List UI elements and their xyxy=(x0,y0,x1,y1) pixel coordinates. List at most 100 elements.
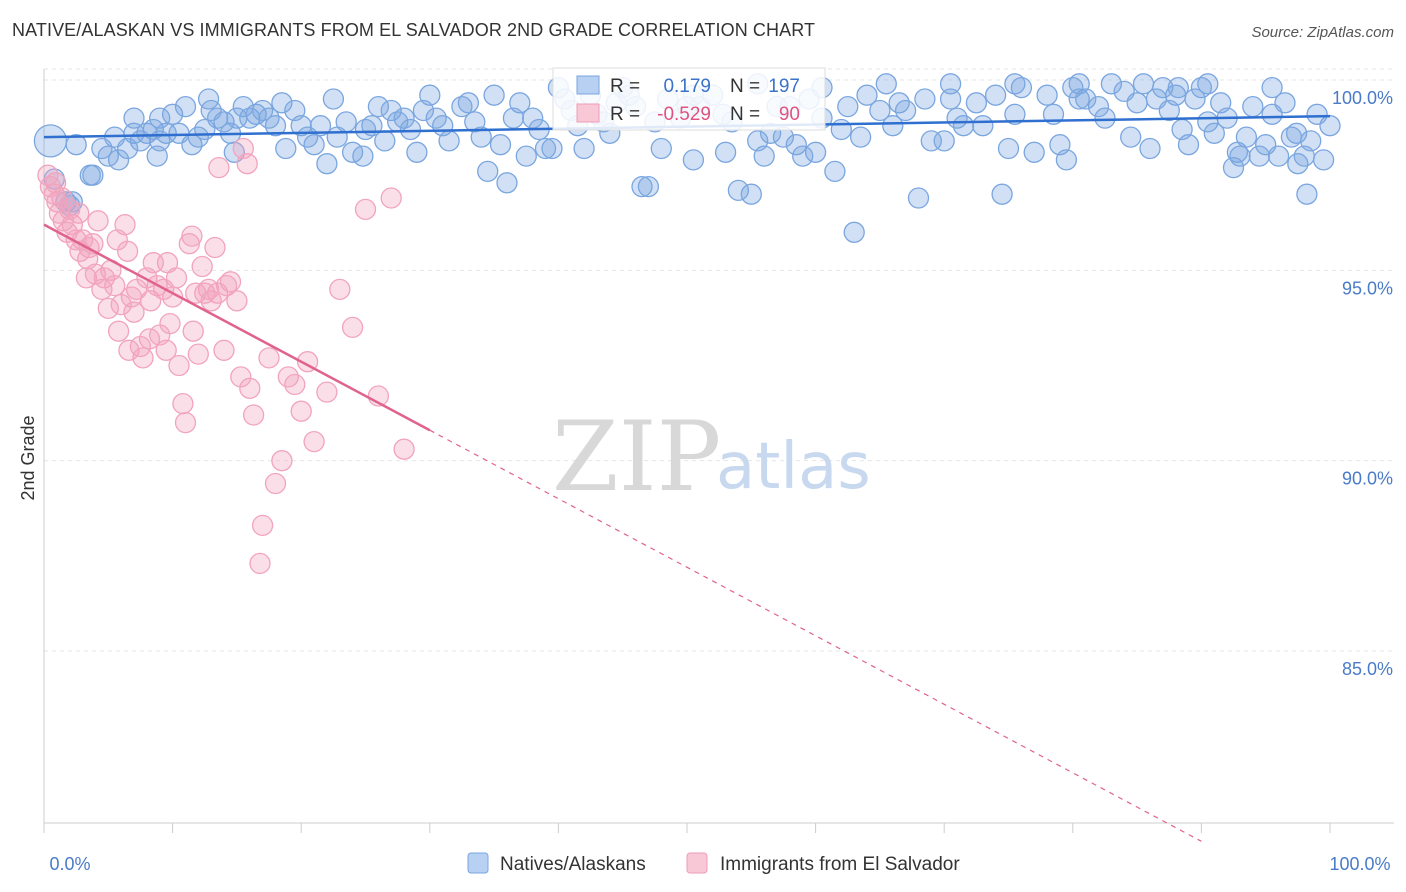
point-el-salvador xyxy=(258,347,280,369)
point-natives-alaskans xyxy=(419,84,441,106)
point-natives-alaskans xyxy=(1267,145,1290,167)
point-natives-alaskans xyxy=(753,145,775,167)
point-el-salvador xyxy=(219,271,242,293)
point-natives-alaskans xyxy=(1139,137,1161,160)
point-el-salvador xyxy=(172,392,194,415)
point-natives-alaskans xyxy=(1285,122,1308,144)
point-natives-alaskans xyxy=(792,145,814,167)
point-natives-alaskans xyxy=(1242,95,1264,118)
point-natives-alaskans xyxy=(322,88,345,110)
point-natives-alaskans xyxy=(843,221,865,243)
point-natives-alaskans xyxy=(939,88,962,110)
point-natives-alaskans xyxy=(631,175,653,198)
point-el-salvador xyxy=(44,172,67,194)
point-natives-alaskans xyxy=(352,145,374,167)
stats-n-label-el-salvador: N = xyxy=(730,104,760,125)
stats-box: R = 0.179 N = 197 R = -0.529 N = 90 xyxy=(552,67,826,131)
point-el-salvador xyxy=(68,202,90,224)
point-natives-alaskans xyxy=(541,137,563,160)
point-natives-alaskans xyxy=(1312,149,1335,171)
point-natives-alaskans xyxy=(804,141,827,163)
point-natives-alaskans xyxy=(146,145,168,167)
point-natives-alaskans xyxy=(1004,73,1026,95)
point-natives-alaskans xyxy=(714,141,737,163)
point-el-salvador xyxy=(239,377,261,399)
point-el-salvador xyxy=(114,214,136,236)
point-natives-alaskans xyxy=(271,92,293,114)
point-natives-alaskans xyxy=(1023,141,1045,163)
point-natives-alaskans xyxy=(573,137,595,160)
series-immigrants-el-salvador xyxy=(37,137,415,575)
point-natives-alaskans xyxy=(1177,134,1200,156)
point-natives-alaskans xyxy=(335,111,357,133)
point-natives-alaskans xyxy=(856,84,878,106)
point-el-salvador xyxy=(156,252,179,274)
point-el-salvador xyxy=(230,366,252,388)
point-el-salvador xyxy=(341,316,364,339)
point-natives-alaskans xyxy=(1100,73,1123,95)
point-el-salvador xyxy=(354,198,377,221)
legend-swatch-el-salvador xyxy=(686,852,708,874)
point-natives-alaskans xyxy=(952,115,975,137)
point-natives-alaskans xyxy=(1042,103,1065,125)
point-el-salvador xyxy=(204,236,226,259)
point-natives-alaskans xyxy=(451,95,473,118)
point-natives-alaskans xyxy=(206,107,229,129)
y-tick-labels: 85.0% 90.0% 95.0% 100.0% xyxy=(1332,88,1393,679)
legend: Natives/Alaskans Immigrants from El Salv… xyxy=(467,852,960,875)
point-natives-alaskans xyxy=(1120,126,1142,148)
point-el-salvador xyxy=(182,320,204,342)
point-el-salvador xyxy=(155,339,177,361)
point-natives-alaskans xyxy=(470,126,492,148)
point-natives-alaskans xyxy=(515,145,537,167)
point-el-salvador xyxy=(159,312,181,335)
point-natives-alaskans xyxy=(438,130,460,152)
point-natives-alaskans xyxy=(933,130,955,152)
point-natives-alaskans xyxy=(290,115,312,137)
point-el-salvador xyxy=(303,430,325,453)
y-axis-title: 2nd Grade xyxy=(18,415,38,500)
point-el-salvador xyxy=(249,552,271,575)
point-natives-alaskans xyxy=(107,149,130,171)
point-natives-alaskans xyxy=(1203,122,1225,144)
point-el-salvador xyxy=(174,411,197,434)
point-natives-alaskans xyxy=(1226,141,1249,163)
point-el-salvador xyxy=(87,210,109,232)
point-natives-alaskans xyxy=(637,175,660,198)
point-natives-alaskans xyxy=(1184,88,1206,110)
point-el-salvador xyxy=(226,290,248,312)
point-natives-alaskans xyxy=(489,134,512,156)
point-natives-alaskans xyxy=(1010,76,1033,99)
source-note: Source: ZipAtlas.com xyxy=(1251,24,1394,41)
point-natives-alaskans xyxy=(264,115,287,137)
point-natives-alaskans xyxy=(136,122,158,144)
point-natives-alaskans xyxy=(393,107,415,129)
point-natives-alaskans xyxy=(1197,73,1219,95)
point-el-salvador xyxy=(215,274,238,297)
point-natives-alaskans xyxy=(309,115,332,137)
point-natives-alaskans xyxy=(997,137,1020,160)
point-natives-alaskans xyxy=(197,88,220,110)
legend-label-natives: Natives/Alaskans xyxy=(500,854,646,875)
point-el-salvador xyxy=(284,373,306,396)
point-natives-alaskans xyxy=(740,183,762,205)
point-el-salvador xyxy=(187,343,209,365)
point-natives-alaskans xyxy=(483,84,505,106)
point-natives-alaskans xyxy=(275,137,297,160)
series-natives-alaskans xyxy=(33,73,1341,243)
point-natives-alaskans xyxy=(1229,145,1251,167)
x-tick-marks xyxy=(43,823,1331,833)
point-natives-alaskans xyxy=(882,115,904,137)
point-natives-alaskans xyxy=(161,103,184,125)
point-natives-alaskans xyxy=(1296,183,1318,205)
point-natives-alaskans xyxy=(1055,149,1078,171)
point-natives-alaskans xyxy=(367,95,390,118)
stats-swatch-el-salvador xyxy=(576,103,600,123)
point-natives-alaskans xyxy=(534,137,557,160)
y-tick-label-100: 100.0% xyxy=(1332,88,1393,108)
point-natives-alaskans xyxy=(984,84,1007,106)
point-natives-alaskans xyxy=(965,92,988,114)
point-natives-alaskans xyxy=(174,95,197,118)
point-natives-alaskans xyxy=(1132,73,1155,95)
point-el-salvador xyxy=(264,472,287,495)
